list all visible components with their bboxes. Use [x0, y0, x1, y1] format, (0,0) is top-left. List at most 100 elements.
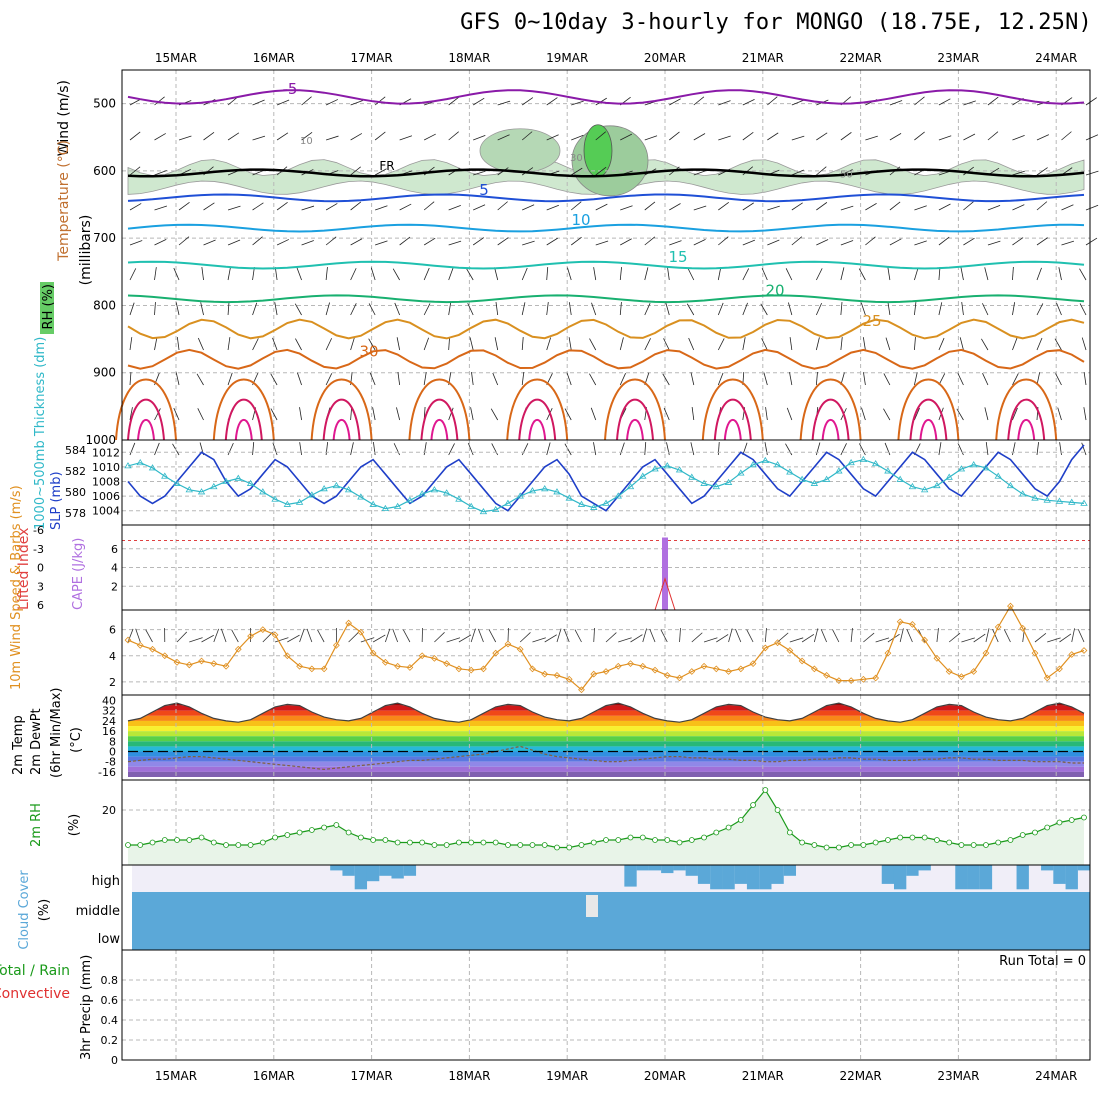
wind-barb [154, 239, 167, 246]
thickness-marker [675, 466, 684, 473]
thickness-marker [1031, 494, 1039, 501]
cape-tick-label: 6 [111, 543, 118, 556]
thickness-marker [590, 503, 598, 510]
day-label-top: 15MAR [155, 51, 197, 65]
cloud-level-label: low [98, 932, 121, 947]
thickness-marker [259, 488, 267, 495]
isotherm-loop-40 [1017, 419, 1036, 441]
wind-barb [546, 442, 551, 456]
temperature-tick-label: 40 [102, 695, 116, 708]
temperature-tick-label: 24 [102, 715, 116, 728]
thickness-marker [626, 482, 635, 490]
wind-barb [718, 201, 730, 211]
isotherm-loop-40 [332, 419, 351, 441]
thickness-marker [332, 481, 341, 489]
surface-wind-barb [488, 629, 497, 643]
wind-barb [497, 134, 510, 141]
wind-speed-marker [700, 662, 708, 670]
temperature-tick-label: 0 [109, 746, 116, 759]
temperature-color-band [128, 736, 1084, 742]
high-cloud-bar [906, 865, 919, 876]
wind-barb [957, 443, 964, 456]
temp2m-axis-label: 2m Temp [11, 715, 26, 775]
temperature-color-band [128, 756, 1084, 762]
isotherm-loop-30 [995, 378, 1058, 441]
surface-wind-barb [593, 627, 595, 643]
isotherm-label: FR [379, 159, 394, 173]
cape-tick-label: 2 [111, 580, 118, 593]
wind-barb [669, 240, 682, 246]
wind-barb [497, 237, 509, 246]
wind-barb [914, 372, 918, 386]
high-cloud-bar [955, 865, 968, 890]
wind-barb [397, 372, 401, 386]
rh2m-marker [235, 842, 242, 848]
thickness-marker [467, 502, 475, 509]
rh2m-marker [811, 842, 818, 848]
wind-barb [644, 442, 647, 456]
wind-barb [963, 133, 976, 141]
wind-barb [865, 203, 877, 211]
rh2m-marker [443, 842, 450, 848]
surface-wind-barb [716, 634, 729, 643]
wind-barb [840, 132, 852, 141]
wind-speed-marker [663, 671, 671, 679]
wind-barb [1054, 338, 1062, 351]
wind-barb [884, 442, 891, 456]
wind-barb [789, 372, 793, 386]
wind-barb [791, 135, 805, 141]
wind-barb [718, 100, 731, 106]
wind-barb [984, 267, 989, 281]
wind-speed-marker [627, 660, 634, 668]
wind-barb [742, 337, 746, 351]
isotherm-loop-35 [616, 398, 654, 441]
wind-barb [350, 442, 354, 456]
rh2m-marker [725, 824, 732, 831]
thickness-marker [271, 495, 279, 502]
thickness-marker [602, 499, 610, 506]
wind-barb [1085, 204, 1099, 211]
wind-barb [1061, 240, 1075, 246]
wind-barb [815, 372, 818, 386]
wind-barb [816, 132, 828, 141]
wind-speed-marker [210, 660, 218, 668]
temperature-color-band [128, 720, 1084, 727]
high-cloud-bar [354, 865, 368, 890]
day-label-top: 21MAR [742, 51, 784, 65]
rh2m-marker [198, 834, 205, 841]
thickness-marker [908, 482, 917, 490]
isotherm-line [127, 223, 1085, 233]
wind-speed-marker [749, 660, 757, 668]
wind-barb [372, 407, 376, 421]
wind-barb [987, 204, 1001, 211]
wind-barb [448, 96, 460, 106]
surface-wind-barb [660, 629, 668, 643]
surface-wind-barb [973, 633, 986, 643]
rh2m-marker [1044, 824, 1051, 831]
surface-wind-barb [519, 632, 531, 643]
wind-speed-marker [136, 641, 144, 649]
high-cloud-bar [1016, 865, 1029, 890]
wind-speed-marker [247, 632, 254, 640]
wind-barb [1058, 267, 1062, 281]
wind-barb [154, 205, 168, 211]
rh2m-marker [590, 839, 597, 846]
slp-tick-label: 1010 [92, 461, 120, 474]
wind-barb [129, 203, 142, 211]
wind-barb [619, 302, 622, 316]
day-label-bottom: 17MAR [351, 1069, 393, 1083]
isotherm-label: 5 [479, 181, 489, 199]
rh2m-marker [456, 839, 462, 846]
wind-barb [350, 133, 363, 141]
precip-legend-convective: Convective [0, 986, 70, 1002]
day-label-bottom: 23MAR [937, 1069, 979, 1083]
wind-barb [491, 443, 499, 456]
isotherm-loop-35 [127, 398, 165, 441]
rh2m-marker [492, 839, 499, 846]
thickness-marker [406, 496, 414, 503]
surface-wind-barb [679, 628, 681, 643]
day-label-top: 20MAR [644, 51, 686, 65]
wind-barb [1036, 303, 1044, 316]
rh2m-marker [468, 839, 475, 846]
thickness-marker [577, 500, 586, 507]
